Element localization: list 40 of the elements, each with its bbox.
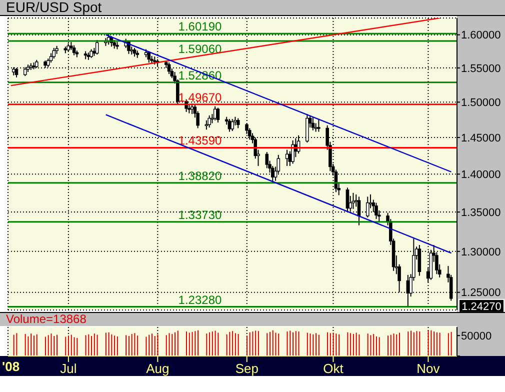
candlestick	[190, 103, 194, 115]
candlestick	[291, 140, 294, 164]
ref-line-label: 1.60190	[178, 20, 222, 34]
y-tick-label: 1.30000	[461, 246, 501, 258]
candlestick	[230, 118, 234, 132]
x-tick-label: Aug	[146, 361, 170, 376]
x-tick-label: Sep	[235, 361, 258, 376]
candlestick	[265, 151, 269, 169]
ref-line-label: 1.43590	[178, 134, 222, 148]
y-tick-label: 1.55000	[461, 62, 501, 75]
chart-title: EUR/USD Spot	[6, 0, 102, 15]
candlestick	[352, 192, 355, 210]
x-tick-label: Nov	[416, 361, 440, 376]
ref-line-label: 1.38820	[178, 168, 222, 183]
text: Volume=13868	[6, 312, 86, 326]
y-tick-label: 1.50000	[461, 97, 501, 110]
y-tick-label: 1.35000	[461, 206, 501, 219]
y-tick-label: 1.45000	[461, 132, 501, 144]
ref-line-label: 1.23280	[178, 292, 222, 307]
y-tick-label: 1.40000	[461, 169, 501, 182]
candlestick	[236, 118, 240, 129]
x-tick-label: Jul	[60, 361, 77, 376]
ref-line-label: 1.33730	[178, 208, 222, 222]
y-tick-label: 50000	[461, 330, 492, 342]
candlestick	[311, 117, 315, 131]
candlestick	[72, 44, 76, 56]
x-tick-label: Okt	[323, 361, 344, 376]
candlestick	[216, 107, 220, 124]
candlestick	[285, 149, 289, 166]
candlestick	[188, 104, 191, 114]
text: '08	[2, 359, 20, 374]
text: 1.24270	[462, 300, 502, 313]
candlestick	[317, 119, 320, 132]
y-tick-label: 1.60000	[461, 30, 501, 42]
ref-line-label: 1.59060	[178, 42, 222, 56]
candlestick	[95, 40, 99, 56]
candlestick	[147, 50, 151, 64]
y-tick-label: 1.25000	[461, 287, 501, 300]
candlestick	[52, 47, 56, 60]
candlestick	[208, 114, 211, 128]
